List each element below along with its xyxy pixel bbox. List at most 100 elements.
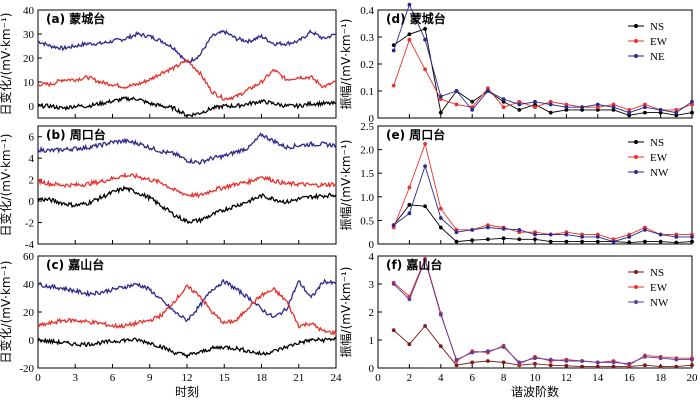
data-point bbox=[595, 108, 600, 112]
data-point bbox=[423, 67, 427, 72]
data-point bbox=[611, 364, 616, 369]
data-point bbox=[595, 235, 600, 239]
data-point bbox=[580, 108, 584, 112]
x-tick-label: 21 bbox=[293, 372, 304, 384]
data-point bbox=[517, 108, 522, 112]
series-line-b-1 bbox=[37, 172, 337, 199]
series-line-d-EW bbox=[393, 38, 693, 111]
data-point bbox=[407, 32, 412, 37]
y-tick-label: 0 bbox=[369, 239, 375, 251]
y-tick-label: 4 bbox=[29, 153, 35, 165]
data-point bbox=[423, 204, 427, 209]
data-point bbox=[595, 105, 600, 110]
data-point bbox=[643, 354, 647, 359]
y-tick-label: 30 bbox=[23, 29, 35, 41]
data-point bbox=[674, 364, 679, 369]
data-point bbox=[533, 105, 537, 110]
data-point bbox=[690, 110, 694, 115]
y-tick-label: 0 bbox=[29, 101, 35, 113]
x-tick-label: 10 bbox=[530, 372, 542, 384]
x-tick-label: 9 bbox=[147, 372, 153, 384]
x-axis-label: 时刻 bbox=[175, 385, 199, 399]
data-point bbox=[548, 239, 553, 244]
data-point bbox=[423, 324, 427, 328]
data-point bbox=[627, 113, 632, 118]
data-point bbox=[548, 102, 553, 107]
x-tick-label: 14 bbox=[592, 372, 604, 384]
y-tick-label: 40 bbox=[23, 279, 35, 291]
data-point bbox=[438, 97, 443, 101]
panel-title: (b) 周口台 bbox=[46, 127, 106, 142]
data-point bbox=[564, 239, 569, 244]
data-point bbox=[548, 232, 553, 237]
data-point bbox=[533, 99, 537, 104]
legend-swatch-marker bbox=[634, 140, 638, 144]
series-line-b-0 bbox=[37, 132, 337, 165]
series-line-a-1 bbox=[37, 58, 337, 101]
data-point bbox=[517, 237, 522, 242]
data-point bbox=[423, 27, 427, 31]
data-point bbox=[611, 239, 616, 244]
x-tick-label: 8 bbox=[501, 372, 507, 384]
y-tick-label: 2.5 bbox=[360, 121, 374, 133]
plot-frame bbox=[377, 255, 693, 369]
x-tick-label: 16 bbox=[624, 372, 636, 384]
data-point bbox=[470, 99, 475, 104]
data-point bbox=[470, 360, 475, 365]
data-point bbox=[407, 297, 412, 302]
data-point bbox=[564, 363, 569, 368]
y-axis-label: 振幅/(mV·km⁻¹) bbox=[338, 267, 353, 358]
series-line-d-NS bbox=[393, 28, 693, 116]
data-point bbox=[407, 211, 412, 216]
data-point bbox=[627, 361, 632, 366]
x-tick-label: 4 bbox=[438, 372, 444, 384]
data-point bbox=[548, 99, 553, 104]
data-point bbox=[423, 258, 427, 263]
data-point bbox=[391, 43, 396, 47]
data-point bbox=[454, 357, 459, 362]
data-point bbox=[674, 235, 679, 239]
data-point bbox=[423, 164, 427, 169]
y-tick-label: 0 bbox=[29, 196, 35, 208]
data-point bbox=[486, 86, 490, 91]
panel-title: (f) 嘉山台 bbox=[386, 257, 442, 272]
data-point bbox=[501, 360, 506, 365]
x-tick-label: 2 bbox=[407, 372, 413, 384]
y-tick-label: 4 bbox=[369, 251, 375, 263]
data-point bbox=[580, 235, 584, 239]
panel-title: (d) 蒙城台 bbox=[386, 11, 446, 26]
plot-frame bbox=[37, 9, 337, 119]
data-point bbox=[643, 227, 647, 232]
y-tick-label: 1 bbox=[369, 335, 375, 347]
x-tick-label: 6 bbox=[110, 372, 116, 384]
series-line-e-NW bbox=[393, 164, 692, 243]
data-point bbox=[611, 360, 616, 365]
data-point bbox=[486, 89, 490, 93]
y-tick-label: 20 bbox=[23, 53, 35, 65]
data-point bbox=[580, 359, 584, 363]
data-point bbox=[533, 102, 537, 107]
data-point bbox=[391, 328, 396, 333]
data-point bbox=[611, 102, 616, 107]
legend-swatch-marker bbox=[634, 270, 638, 274]
y-tick-label: 2 bbox=[29, 175, 35, 187]
data-point bbox=[564, 108, 569, 112]
y-tick-label: 10 bbox=[23, 77, 35, 89]
y-axis-label: 日变化/(mV·km⁻¹) bbox=[0, 261, 13, 364]
data-point bbox=[438, 94, 443, 99]
data-point bbox=[658, 364, 663, 369]
data-point bbox=[595, 364, 600, 369]
data-point bbox=[548, 357, 553, 362]
y-axis-label: 振幅/(mV·km⁻¹) bbox=[338, 19, 353, 110]
data-point bbox=[658, 232, 663, 237]
y-tick-label: 2 bbox=[369, 307, 375, 319]
data-point bbox=[407, 2, 412, 7]
data-point bbox=[486, 359, 490, 363]
data-point bbox=[438, 225, 443, 230]
data-point bbox=[595, 360, 600, 365]
data-point bbox=[533, 232, 537, 237]
legend-label: EW bbox=[650, 36, 668, 48]
data-point bbox=[501, 345, 506, 349]
